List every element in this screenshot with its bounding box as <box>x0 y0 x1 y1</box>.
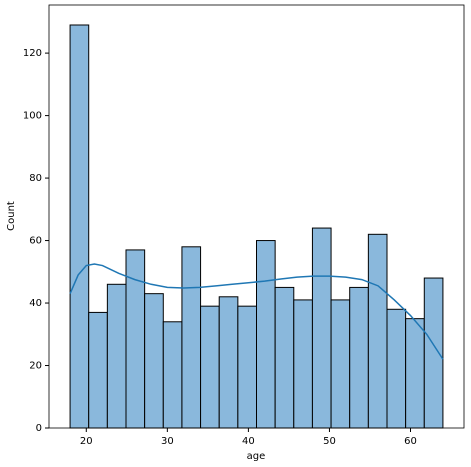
x-tick-label: 60 <box>404 436 417 447</box>
y-tick-label: 20 <box>29 361 42 372</box>
bar <box>237 305 257 429</box>
x-tick-label: 50 <box>323 436 336 447</box>
x-tick-label: 30 <box>161 436 174 447</box>
x-axis-label: age <box>247 451 266 462</box>
x-tick-label: 40 <box>242 436 255 447</box>
bar <box>274 286 295 429</box>
y-tick-label: 60 <box>29 236 42 247</box>
bar <box>330 299 351 429</box>
bar <box>181 246 202 429</box>
bar <box>69 24 90 429</box>
y-tick-label: 40 <box>29 298 42 309</box>
bar <box>88 311 108 429</box>
bar <box>218 296 239 429</box>
bar <box>256 240 276 429</box>
y-tick-label: 120 <box>23 48 42 59</box>
y-tick-label: 0 <box>36 423 42 434</box>
y-tick-label: 80 <box>29 173 42 184</box>
bar <box>162 321 183 429</box>
bar <box>386 308 407 429</box>
bar <box>367 233 388 429</box>
bar <box>423 277 444 429</box>
bar <box>106 283 127 429</box>
y-axis-label: Count <box>6 201 17 231</box>
bar <box>311 227 332 429</box>
bar <box>293 299 313 429</box>
plot-frame <box>48 4 465 429</box>
bar <box>144 293 164 429</box>
x-tick-label: 20 <box>80 436 93 447</box>
bar <box>405 318 425 429</box>
bar <box>200 305 220 429</box>
kde-line <box>69 263 444 360</box>
y-tick-label: 100 <box>23 111 42 122</box>
bar <box>349 286 369 429</box>
